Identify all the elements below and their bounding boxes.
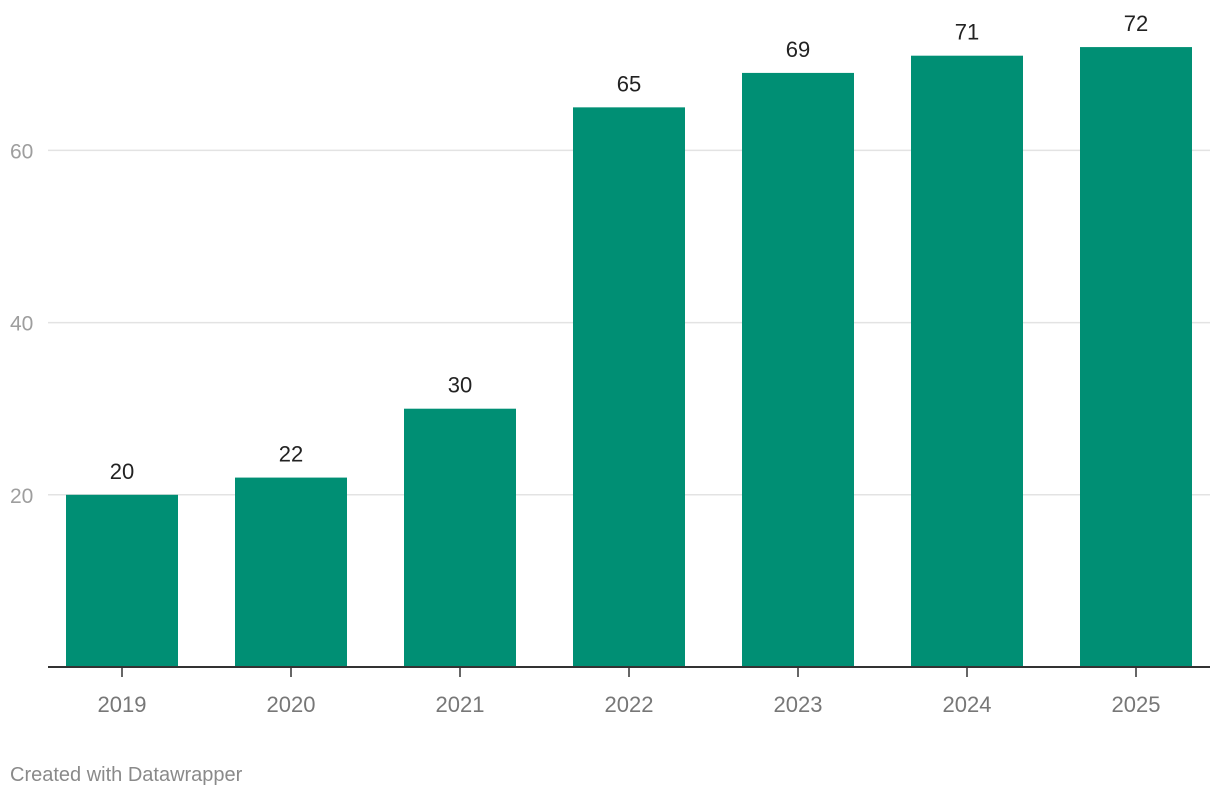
y-tick-label: 20 [10,485,33,508]
data-label: 69 [786,37,810,62]
x-tick-label: 2023 [774,692,823,717]
bars [66,47,1192,668]
bar [1080,47,1192,667]
datawrapper-credit: Created with Datawrapper [10,764,243,786]
x-axis-ticks: 2019 2020 2021 2022 2023 2024 2025 [98,667,1161,717]
x-tick-label: 2021 [436,692,485,717]
data-label: 20 [110,459,134,484]
y-axis-ticks: 20 40 60 [10,140,33,507]
bar [66,494,178,667]
bar [742,72,854,667]
data-label: 72 [1124,11,1148,36]
data-label: 30 [448,373,472,398]
bar [911,55,1023,667]
x-tick-label: 2024 [943,692,992,717]
bar [404,408,516,667]
data-label: 71 [955,20,979,45]
x-tick-label: 2025 [1112,692,1161,717]
x-tick-label: 2019 [98,692,147,717]
bar [573,107,685,668]
x-tick-label: 2022 [605,692,654,717]
data-label: 22 [279,442,303,467]
y-tick-label: 60 [10,140,33,163]
data-label: 65 [617,71,641,96]
y-tick-label: 40 [10,313,33,336]
bar [235,477,347,667]
x-tick-label: 2020 [267,692,316,717]
data-labels: 20 22 30 65 69 71 72 [110,11,1148,484]
